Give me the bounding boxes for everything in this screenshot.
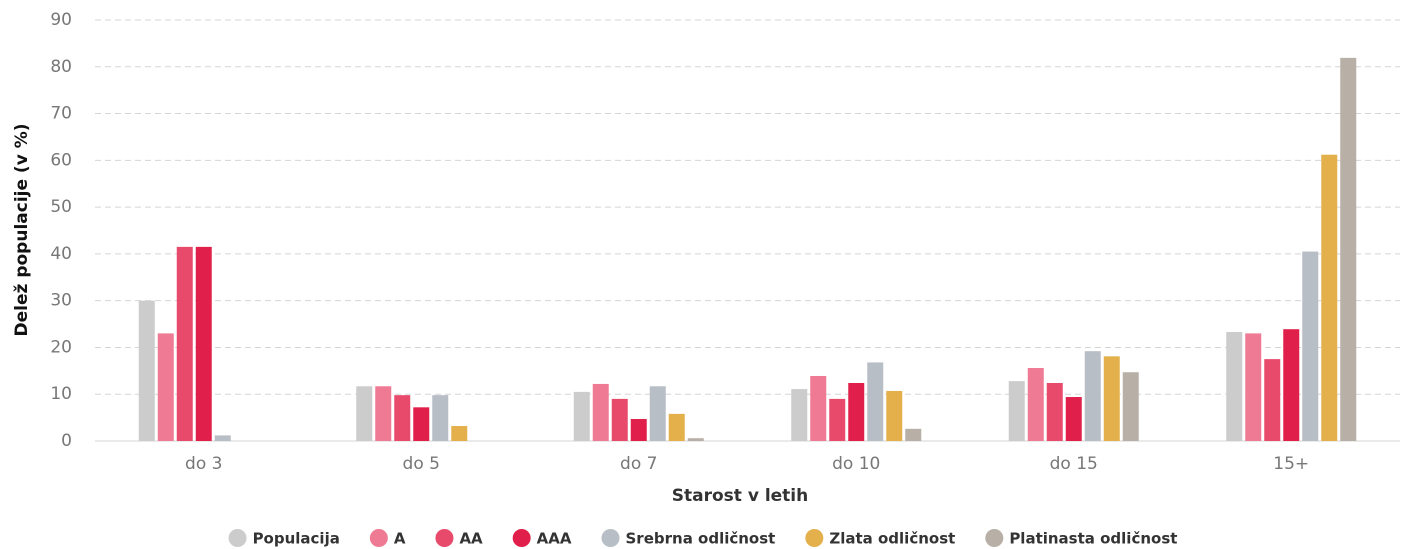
bar	[1264, 359, 1281, 441]
bar	[668, 413, 685, 441]
bar	[138, 300, 155, 441]
bar	[1302, 251, 1319, 441]
legend-label: AA	[459, 530, 483, 548]
bar	[592, 383, 609, 441]
bar	[886, 390, 903, 441]
x-tick-label: do 15	[1050, 454, 1098, 474]
bar	[1065, 397, 1082, 441]
bar	[687, 438, 704, 441]
x-axis-title: Starost v letih	[672, 486, 808, 506]
bar	[867, 362, 884, 441]
bar	[356, 386, 373, 441]
bar	[394, 395, 411, 441]
x-tick-label: 15+	[1273, 454, 1309, 474]
x-tick-label: do 10	[832, 454, 880, 474]
bar	[176, 246, 193, 441]
legend-marker	[805, 529, 824, 547]
y-tick-label: 80	[50, 57, 72, 77]
legend-label: Platinasta odličnost	[1009, 530, 1177, 548]
bar	[905, 428, 922, 441]
bar	[1321, 154, 1338, 441]
y-tick-label: 20	[50, 337, 72, 357]
legend-marker	[512, 529, 531, 547]
bar	[195, 246, 212, 441]
y-tick-label: 60	[50, 150, 72, 170]
y-tick-label: 50	[50, 197, 72, 217]
bar	[1226, 332, 1243, 441]
legend-label: Populacija	[253, 530, 340, 548]
y-tick-label: 30	[50, 291, 72, 311]
bar	[1340, 57, 1357, 441]
legend-marker	[228, 529, 247, 547]
bar	[214, 435, 231, 441]
bar	[573, 391, 590, 441]
bar	[1283, 329, 1300, 441]
bar	[1122, 372, 1139, 441]
legend-marker	[435, 529, 454, 547]
bar	[1245, 333, 1262, 441]
bar	[630, 419, 647, 441]
y-axis-title: Delež populacije (v %)	[12, 124, 32, 337]
legend-label: A	[394, 530, 406, 548]
bar	[848, 382, 865, 441]
bar	[1103, 356, 1120, 441]
bar	[1027, 368, 1044, 441]
bar	[810, 375, 827, 441]
y-tick-label: 10	[50, 384, 72, 404]
bar	[791, 389, 808, 441]
legend-label: Zlata odličnost	[829, 530, 955, 548]
bar	[829, 398, 846, 441]
bar	[157, 333, 174, 441]
x-tick-label: do 7	[620, 454, 657, 474]
bar	[611, 398, 628, 441]
y-tick-label: 90	[50, 10, 72, 30]
bar	[1084, 351, 1101, 441]
bar	[1008, 381, 1025, 441]
x-tick-label: do 5	[403, 454, 440, 474]
bar	[375, 386, 392, 441]
bar	[413, 407, 430, 441]
legend-marker	[369, 529, 388, 547]
x-tick-label: do 3	[185, 454, 222, 474]
legend-label: AAA	[537, 530, 572, 548]
y-tick-label: 0	[61, 431, 72, 451]
y-tick-label: 70	[50, 104, 72, 124]
bar	[451, 426, 468, 441]
y-tick-label: 40	[50, 244, 72, 264]
legend-label: Srebrna odličnost	[626, 530, 776, 548]
legend-marker	[601, 529, 620, 547]
bar	[1046, 382, 1063, 441]
bar	[649, 386, 666, 441]
bar	[432, 395, 449, 441]
legend-marker	[985, 529, 1004, 547]
